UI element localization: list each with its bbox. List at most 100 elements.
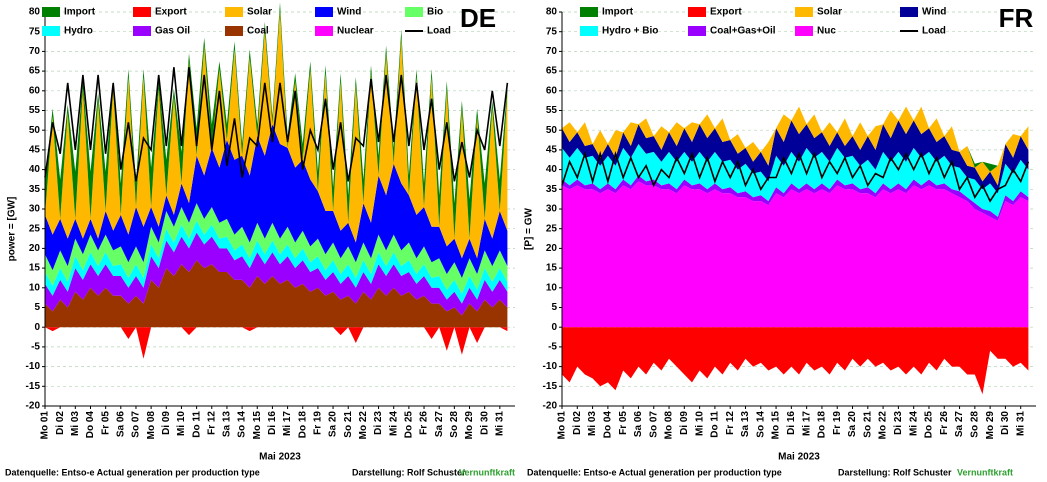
x-tick-label: Di 09	[679, 411, 690, 435]
legend-swatch	[315, 26, 333, 36]
x-tick-label: Mo 29	[985, 411, 996, 440]
author: Darstellung: Rolf Schuster	[838, 467, 952, 477]
x-tick-label: Sa 27	[954, 411, 965, 438]
y-tick-label: 50	[29, 125, 41, 136]
area	[562, 175, 1029, 221]
area	[562, 120, 1029, 194]
x-tick-label: Do 11	[191, 411, 202, 438]
y-tick-label: 55	[29, 105, 41, 116]
area	[45, 203, 508, 294]
legend-label: Bio	[427, 7, 443, 18]
legend-swatch	[133, 7, 151, 17]
legend-swatch	[225, 7, 243, 17]
region-label: FR	[999, 3, 1034, 33]
area	[562, 181, 1029, 328]
legend-label: Nuclear	[337, 26, 374, 37]
y-tick-label: 5	[34, 302, 40, 313]
y-tick-label: 70	[29, 46, 41, 57]
legend-label: Export	[155, 7, 187, 18]
legend-label: Gas Oil	[155, 26, 190, 37]
x-tick-label: Mi 24	[908, 411, 919, 436]
area	[45, 10, 508, 259]
x-tick-label: Mo 01	[40, 411, 51, 440]
y-tick-label: -10	[543, 361, 558, 372]
legend-swatch	[688, 26, 706, 36]
legend-label: Solar	[817, 7, 842, 18]
y-tick-label: 25	[546, 223, 558, 234]
y-tick-label: 25	[29, 223, 41, 234]
x-tick-label: Mo 29	[464, 411, 475, 440]
legend-label: Wind	[337, 7, 361, 18]
y-tick-label: 10	[546, 282, 558, 293]
x-tick-label: Mo 22	[878, 411, 889, 440]
y-tick-label: 45	[29, 145, 41, 156]
area	[562, 327, 1029, 395]
y-tick-label: 30	[29, 204, 41, 215]
legend-label: Nuc	[817, 26, 836, 37]
x-tick-label: Sa 20	[328, 411, 339, 438]
x-tick-label: So 14	[755, 411, 766, 438]
legend-label: Coal+Gas+Oil	[710, 26, 776, 37]
x-tick-label: Do 04	[603, 411, 614, 439]
x-tick-label: Mi 31	[494, 411, 505, 436]
legend-label: Load	[427, 26, 451, 37]
x-tick-label: Mo 15	[771, 411, 782, 440]
x-tick-label: Mo 08	[146, 411, 157, 440]
legend-swatch	[795, 26, 813, 36]
legend-label: Load	[922, 26, 946, 37]
y-tick-label: 45	[546, 145, 558, 156]
legend-label: Coal	[247, 26, 269, 37]
x-tick-label: Fr 05	[100, 411, 111, 435]
x-tick-label: Mi 03	[70, 411, 81, 436]
x-tick-label: Di 23	[373, 411, 384, 435]
x-tick-label: Di 16	[786, 411, 797, 435]
x-tick-label: Sa 27	[434, 411, 445, 438]
x-tick-label: So 28	[969, 411, 980, 438]
y-tick-label: 30	[546, 204, 558, 215]
y-tick-label: 80	[29, 7, 41, 18]
x-tick-label: Fr 05	[618, 411, 629, 435]
x-tick-label: Mi 17	[282, 411, 293, 436]
area	[45, 220, 508, 304]
x-axis-label: Mai 2023	[259, 452, 301, 463]
author: Darstellung: Rolf Schuster	[352, 467, 466, 477]
x-tick-label: Sa 20	[847, 411, 858, 438]
legend-swatch	[795, 7, 813, 17]
legend-label: Hydro + Bio	[602, 26, 658, 37]
y-tick-label: 40	[29, 164, 41, 175]
x-tick-label: Do 25	[924, 411, 935, 439]
x-tick-label: Mi 03	[587, 411, 598, 436]
x-tick-label: So 07	[648, 411, 659, 438]
legend-swatch	[133, 26, 151, 36]
x-tick-label: So 07	[131, 411, 142, 438]
x-tick-label: Sa 06	[115, 411, 126, 438]
legend-label: Solar	[247, 7, 272, 18]
y-tick-label: 20	[29, 243, 41, 254]
x-tick-label: So 21	[862, 411, 873, 438]
x-tick-label: Mi 31	[1015, 411, 1026, 436]
x-tick-label: Mi 10	[694, 411, 705, 436]
x-tick-label: Fr 12	[206, 411, 217, 435]
x-tick-label: Mo 01	[557, 411, 568, 440]
x-tick-label: Di 16	[267, 411, 278, 435]
y-tick-label: -10	[26, 361, 41, 372]
chart: -20 -15 -10 -5 0 5 10 15 20 25 30 35 40 45 50 55 60 65 70 7…	[524, 3, 1036, 477]
x-tick-label: Sa 13	[222, 411, 233, 438]
y-tick-label: 0	[34, 322, 40, 333]
chart: -20 -15 -10 -5 0 5 10 15 20 25 30 35 40 45 50 55 60 65 70 7…	[5, 2, 515, 477]
y-axis-label: power = [GW]	[7, 197, 18, 262]
area	[45, 124, 508, 278]
x-tick-label: Di 30	[1000, 411, 1011, 435]
x-tick-label: Mo 15	[252, 411, 263, 440]
x-tick-label: Fr 26	[419, 411, 430, 435]
load-line	[561, 150, 1030, 203]
x-tick-label: Sa 13	[740, 411, 751, 438]
y-tick-label: 60	[29, 85, 41, 96]
area	[45, 232, 508, 316]
y-tick-label: 75	[29, 26, 41, 37]
load-line	[44, 67, 509, 182]
x-tick-label: Di 09	[161, 411, 172, 435]
y-tick-label: -5	[31, 342, 40, 353]
x-axis-label: Mai 2023	[778, 452, 820, 463]
